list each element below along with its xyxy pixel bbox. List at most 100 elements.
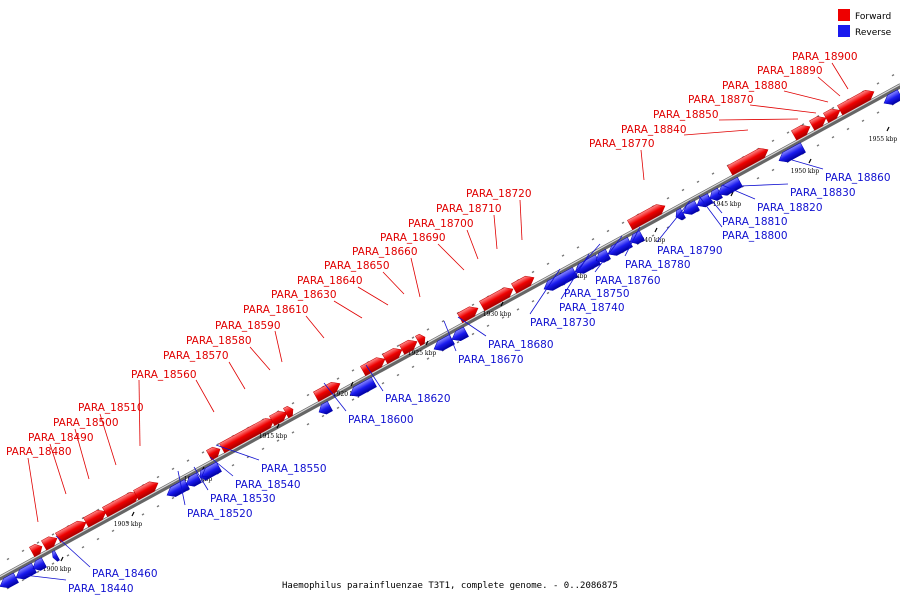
tick-dot — [126, 521, 130, 524]
tick-dot — [426, 357, 430, 360]
label-leader-line — [23, 574, 67, 581]
tick-dot — [36, 570, 40, 574]
tick-dot — [261, 447, 265, 451]
label-leader-line — [698, 195, 723, 228]
forward-gene-arrow — [727, 147, 769, 176]
gene-label: PARA_18520 — [187, 508, 253, 520]
gene-label: PARA_18620 — [385, 393, 451, 405]
gene-label: PARA_18750 — [564, 288, 630, 300]
reverse-gene-arrow — [166, 479, 190, 497]
gene-label: PARA_18700 — [408, 218, 474, 230]
label-leader-line — [177, 470, 186, 506]
scale-tick-label: 1955 kbp — [869, 136, 898, 143]
reverse-gene-arrow — [709, 187, 723, 201]
tick-dot — [771, 139, 775, 143]
tick-dot — [396, 344, 400, 348]
gene-label: PARA_18850 — [653, 109, 719, 121]
tick-dot — [321, 414, 325, 418]
label-leader-line — [718, 118, 799, 121]
scale-tick-mark — [131, 511, 135, 517]
forward-gene-arrow — [382, 348, 403, 365]
label-leader-line — [640, 149, 645, 181]
reverse-gene-arrow — [574, 254, 601, 274]
reverse-gene-arrow — [595, 249, 611, 263]
gene-label: PARA_18710 — [436, 203, 502, 215]
tick-dot — [666, 197, 670, 200]
reverse-gene-arrow — [318, 401, 333, 415]
gene-label: PARA_18590 — [215, 320, 281, 332]
scale-tick-mark — [276, 423, 280, 429]
gene-label: PARA_18790 — [657, 245, 723, 257]
gene-label: PARA_18600 — [348, 414, 414, 426]
tick-dot — [711, 172, 715, 175]
label-leader-line — [138, 379, 141, 447]
label-leader-line — [529, 268, 561, 315]
gene-label: PARA_18800 — [722, 230, 788, 242]
label-leader-line — [457, 316, 487, 337]
tick-dot — [756, 177, 760, 180]
gene-label: PARA_18780 — [625, 259, 691, 271]
tick-dot — [6, 557, 10, 561]
label-leader-lines — [23, 62, 849, 581]
tick-dot — [396, 373, 400, 377]
tick-dot — [501, 316, 505, 319]
label-leader-line — [624, 226, 641, 257]
tick-dot — [411, 365, 415, 369]
tick-dot — [336, 377, 340, 380]
gene-features — [0, 89, 900, 589]
tick-dot — [606, 229, 610, 233]
scale-tick-label: 1900 kbp — [43, 566, 72, 573]
legend: Forward Reverse — [838, 9, 892, 38]
tick-dot — [831, 106, 835, 110]
label-leader-line — [721, 184, 756, 200]
reverse-gene-arrow — [0, 572, 19, 589]
gene-label: PARA_18680 — [488, 339, 554, 351]
scale-tick-mark — [808, 158, 812, 164]
gene-label: PARA_18510 — [78, 402, 144, 414]
gene-label: PARA_18460 — [92, 568, 158, 580]
label-leader-line — [493, 214, 498, 250]
tick-dot — [576, 246, 580, 249]
gene-label: PARA_18490 — [28, 432, 94, 444]
forward-gene-arrow — [360, 357, 386, 377]
label-leader-line — [443, 320, 457, 352]
reverse-gene-arrow — [543, 267, 578, 291]
gene-label: PARA_18810 — [722, 216, 788, 228]
scale-tick-label: 1905 kbp — [114, 521, 143, 528]
reverse-gene-arrow — [51, 550, 60, 562]
tick-dot — [771, 168, 775, 172]
forward-gene-arrow — [269, 410, 288, 426]
gene-label: PARA_18900 — [792, 51, 858, 63]
forward-gene-arrow — [41, 536, 58, 551]
tick-dot — [696, 180, 700, 184]
reverse-gene-arrow — [675, 208, 686, 221]
scale-tick-label: 1925 kbp — [408, 350, 437, 357]
gene-label: PARA_18570 — [163, 350, 229, 362]
reverse-gene-arrow — [433, 334, 455, 351]
tick-dot — [801, 123, 805, 126]
scale-tick-label: 1950 kbp — [791, 168, 820, 175]
tick-dot — [216, 443, 220, 446]
forward-gene-arrow — [823, 108, 841, 124]
tick-dot — [411, 336, 415, 339]
label-leader-line — [357, 286, 389, 306]
tick-dot — [306, 423, 310, 426]
tick-dot — [36, 541, 40, 544]
label-leader-line — [333, 300, 363, 319]
gene-label: PARA_18440 — [68, 583, 134, 595]
reverse-gene-arrow — [717, 176, 743, 196]
reverse-gene-arrow — [32, 557, 47, 571]
tick-dot — [486, 324, 490, 328]
tick-dot — [546, 291, 550, 295]
legend-forward-swatch — [838, 9, 850, 21]
label-leader-line — [323, 382, 347, 412]
label-leader-line — [74, 428, 90, 480]
label-leader-line — [305, 315, 325, 339]
label-leader-line — [27, 457, 39, 523]
tick-dot — [531, 270, 535, 274]
tick-dot — [186, 459, 190, 462]
tick-dot — [681, 188, 685, 192]
scale-tick-mark — [730, 191, 734, 197]
forward-gene-arrow — [457, 306, 479, 324]
